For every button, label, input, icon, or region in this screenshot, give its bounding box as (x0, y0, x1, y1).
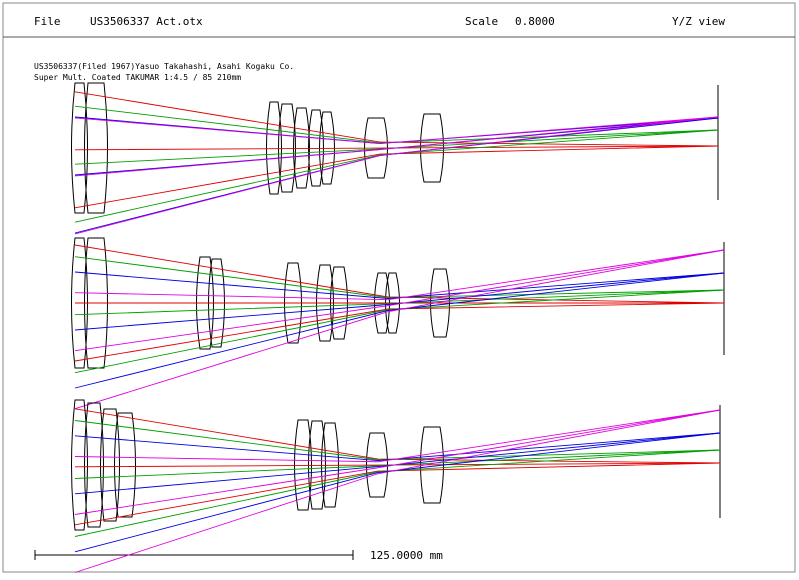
lens-element (308, 420, 326, 510)
menu-file[interactable]: File (34, 15, 61, 28)
lens-element (420, 426, 444, 504)
ray (74, 272, 725, 389)
lens-element (100, 408, 120, 522)
ray (74, 462, 721, 468)
lens-element (266, 101, 282, 195)
lens-element (321, 422, 339, 508)
lens-element (71, 399, 88, 531)
ray (74, 449, 721, 537)
ray (74, 271, 725, 299)
ray (74, 105, 719, 144)
lens-element (420, 113, 444, 183)
ray (74, 129, 719, 165)
ray (74, 249, 725, 301)
scale-value: 0.8000 (515, 15, 555, 28)
lens-element (293, 107, 310, 189)
lens-element (71, 237, 88, 369)
ray (74, 249, 725, 352)
optical-layout (71, 82, 725, 573)
ray (74, 116, 719, 145)
ray (74, 289, 725, 316)
file-name: US3506337 Act.otx (90, 15, 203, 28)
ray (74, 409, 721, 515)
ray (74, 244, 725, 304)
ray (74, 302, 725, 362)
lens-element (316, 264, 334, 342)
lens-element (385, 272, 400, 334)
lens-element (114, 412, 136, 518)
description-line: Super Mult. Coated TAKUMAR 1:4.5 / 85 21… (34, 73, 241, 82)
ray (74, 432, 721, 553)
ray (74, 408, 721, 464)
ray (74, 249, 725, 410)
description-line: US3506337(Filed 1967)Yasuo Takahashi, As… (34, 62, 294, 71)
ray (74, 116, 719, 235)
lens-element (208, 258, 225, 348)
lens-element (330, 266, 348, 340)
ray (74, 145, 719, 151)
lens-element (71, 82, 88, 214)
lens-element (84, 237, 108, 369)
ray (74, 462, 721, 526)
lens-element (308, 109, 324, 187)
ray (74, 129, 719, 223)
lens-element (84, 402, 104, 528)
lens-element (366, 432, 388, 498)
view-mode[interactable]: Y/Z view (672, 15, 725, 28)
ray (74, 420, 721, 461)
ray (74, 409, 721, 463)
ray (74, 449, 721, 479)
ray (74, 145, 719, 209)
ray (74, 116, 719, 177)
lens-element (84, 82, 108, 214)
ray (74, 272, 725, 331)
lens-element (364, 117, 388, 179)
ray (74, 289, 725, 374)
lens-element (430, 268, 450, 338)
lens-element (374, 272, 390, 334)
lens-element (294, 419, 312, 511)
ray (74, 409, 721, 573)
ray (74, 432, 721, 462)
ray (74, 91, 719, 147)
scale-label: Scale (465, 15, 498, 28)
lens-element (196, 256, 214, 350)
ray (74, 256, 725, 299)
scale-bar-label: 125.0000 mm (370, 549, 443, 562)
ray (74, 432, 721, 495)
